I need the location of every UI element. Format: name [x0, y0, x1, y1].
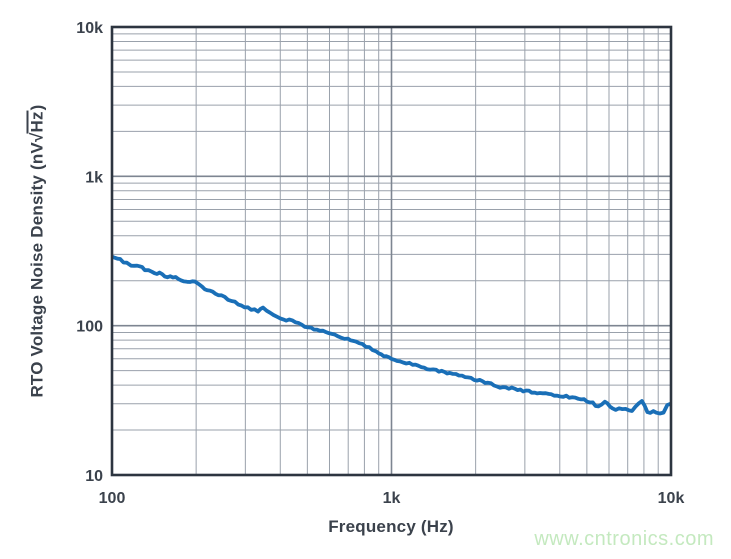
x-tick-label: 1k [383, 490, 401, 507]
y-tick-label: 100 [76, 319, 103, 336]
y-tick-label: 10 [85, 468, 103, 485]
y-tick-label: 10k [76, 20, 103, 37]
sqrt-radical: √Hz [26, 110, 47, 143]
y-axis-title-suffix: ) [27, 104, 47, 111]
plot-border [110, 25, 673, 477]
noise-density-curve [112, 254, 671, 416]
y-tick-label: 1k [85, 169, 103, 186]
y-axis-title-prefix: RTO Voltage Noise Density (nV [27, 142, 47, 398]
x-tick-label: 10k [658, 490, 685, 507]
x-axis-title: Frequency (Hz) [328, 517, 454, 536]
watermark: www.cntronics.com [534, 528, 714, 550]
y-axis-title: RTO Voltage Noise Density (nV√Hz) [26, 104, 48, 398]
sqrt-radicand: Hz [26, 110, 47, 134]
x-tick-label: 100 [99, 490, 126, 507]
